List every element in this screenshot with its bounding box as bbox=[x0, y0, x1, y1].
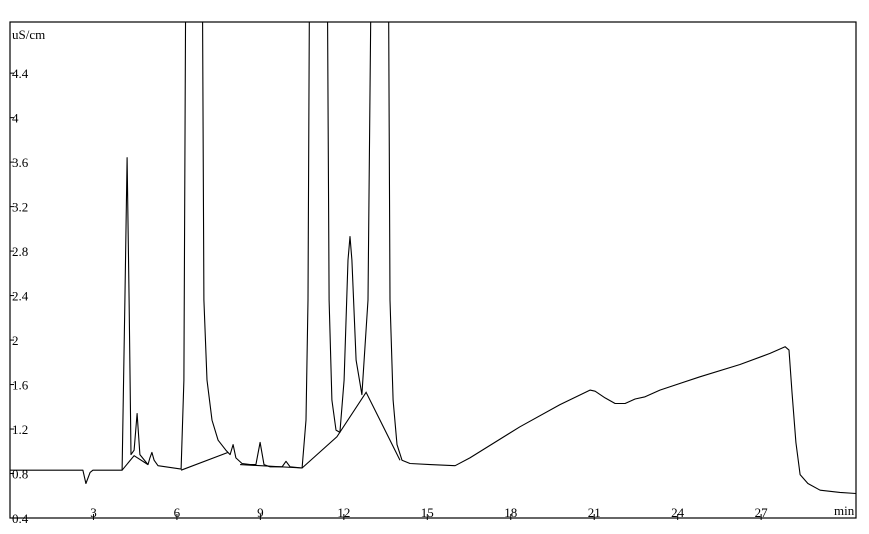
y-tick-label: 3.6 bbox=[12, 155, 29, 170]
y-tick-label: 2.8 bbox=[12, 244, 28, 259]
y-tick-label: 1.6 bbox=[12, 378, 29, 393]
y-tick-label: 0.8 bbox=[12, 467, 28, 482]
x-axis-label: min bbox=[834, 503, 855, 518]
x-tick-label: 9 bbox=[257, 505, 264, 520]
x-tick-label: 27 bbox=[755, 505, 769, 520]
y-axis: 0.4 0.8 1.2 1.6 2 2.4 2.8 3.2 3.6 4 4.4 bbox=[10, 66, 29, 526]
y-tick-label: 4 bbox=[12, 111, 19, 126]
x-tick-label: 6 bbox=[174, 505, 181, 520]
integration-baseline bbox=[240, 464, 303, 469]
x-axis: 3 6 9 12 15 18 21 24 27 bbox=[90, 505, 768, 520]
x-tick-label: 3 bbox=[90, 505, 97, 520]
x-tick-label: 18 bbox=[504, 505, 517, 520]
y-tick-label: 4.4 bbox=[12, 66, 29, 81]
integration-baseline bbox=[301, 391, 401, 469]
y-tick-label: 0.4 bbox=[12, 511, 29, 526]
x-tick-label: 12 bbox=[337, 505, 350, 520]
plot-frame bbox=[9, 21, 857, 519]
x-tick-label: 24 bbox=[671, 505, 685, 520]
y-tick-label: 2.4 bbox=[12, 289, 29, 304]
y-tick-label: 2 bbox=[12, 333, 19, 348]
integration-baseline bbox=[180, 451, 229, 471]
x-tick-label: 21 bbox=[588, 505, 601, 520]
plot-area bbox=[10, 22, 856, 495]
y-tick-label: 1.2 bbox=[12, 422, 28, 437]
x-tick-label: 15 bbox=[421, 505, 434, 520]
y-axis-label: uS/cm bbox=[12, 27, 45, 42]
y-tick-label: 3.2 bbox=[12, 200, 28, 215]
integration-baseline bbox=[121, 454, 149, 471]
signal-trace bbox=[10, 22, 856, 495]
